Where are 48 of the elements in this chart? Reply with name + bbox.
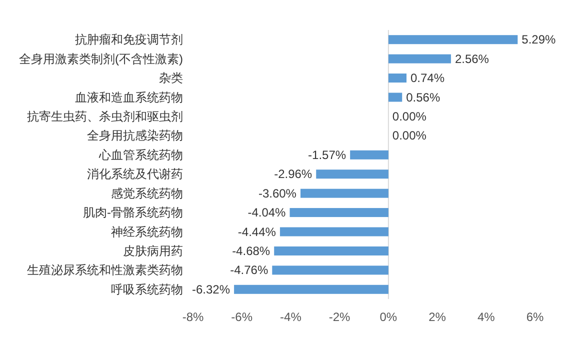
bar [290, 208, 388, 218]
y-tick-label: 杂类 [159, 71, 183, 86]
data-label: 0.56% [406, 90, 440, 104]
data-label: -4.68% [232, 244, 270, 258]
data-label: 0.00% [392, 109, 427, 124]
data-label: 5.29% [522, 32, 556, 47]
data-label: -4.44% [238, 224, 276, 239]
x-tick-label: -2% [328, 310, 351, 324]
data-label: 0.00% [392, 128, 427, 143]
x-tick-label: 4% [477, 310, 496, 324]
y-tick-label: 血液和造血系统药物 [75, 90, 183, 104]
bar [388, 74, 407, 83]
data-label: 2.56% [454, 52, 490, 66]
bar [234, 284, 388, 294]
x-tick-label: 0% [380, 310, 398, 324]
x-tick-label: 2% [428, 310, 446, 324]
y-tick-label: 神经系统药物 [111, 224, 183, 239]
bar [300, 188, 388, 198]
x-tick-label: 6% [526, 310, 544, 324]
bar [388, 92, 402, 102]
bar [350, 150, 388, 160]
data-label: -6.32% [192, 282, 230, 296]
y-tick-label: 消化系统及代谢药 [87, 167, 183, 182]
data-label: -3.60% [258, 186, 297, 200]
data-label: -2.96% [274, 167, 312, 182]
data-label: -4.76% [230, 263, 268, 278]
x-tick-label: -6% [231, 310, 253, 324]
y-tick-label: 抗肿瘤和免疫调节剂 [75, 32, 183, 47]
bar [388, 35, 518, 44]
y-tick-label: 心血管系统药物 [98, 148, 183, 162]
data-label: -1.57% [308, 148, 346, 162]
x-tick-label: -4% [280, 310, 302, 324]
y-tick-label: 皮肤病用药 [123, 244, 183, 258]
bar [280, 227, 388, 236]
x-tick-label: -8% [182, 310, 204, 324]
y-tick-label: 肌肉-骨骼系统药物 [83, 206, 183, 220]
bar [388, 54, 451, 64]
y-tick-label: 全身用抗感染药物 [87, 128, 183, 143]
y-tick-label: 感觉系统药物 [111, 186, 183, 200]
y-tick-label: 呼吸系统药物 [111, 282, 183, 296]
bar [274, 246, 388, 256]
bar [316, 170, 388, 179]
data-label: -4.04% [248, 206, 286, 220]
y-tick-label: 全身用激素类制剂(不含性激素) [19, 52, 183, 66]
y-tick-label: 生殖泌尿系统和性激素类药物 [27, 263, 183, 278]
bar [272, 266, 388, 275]
y-tick-label: 抗寄生虫药、杀虫剂和驱虫剂 [27, 109, 183, 124]
data-label: 0.74% [410, 71, 445, 86]
